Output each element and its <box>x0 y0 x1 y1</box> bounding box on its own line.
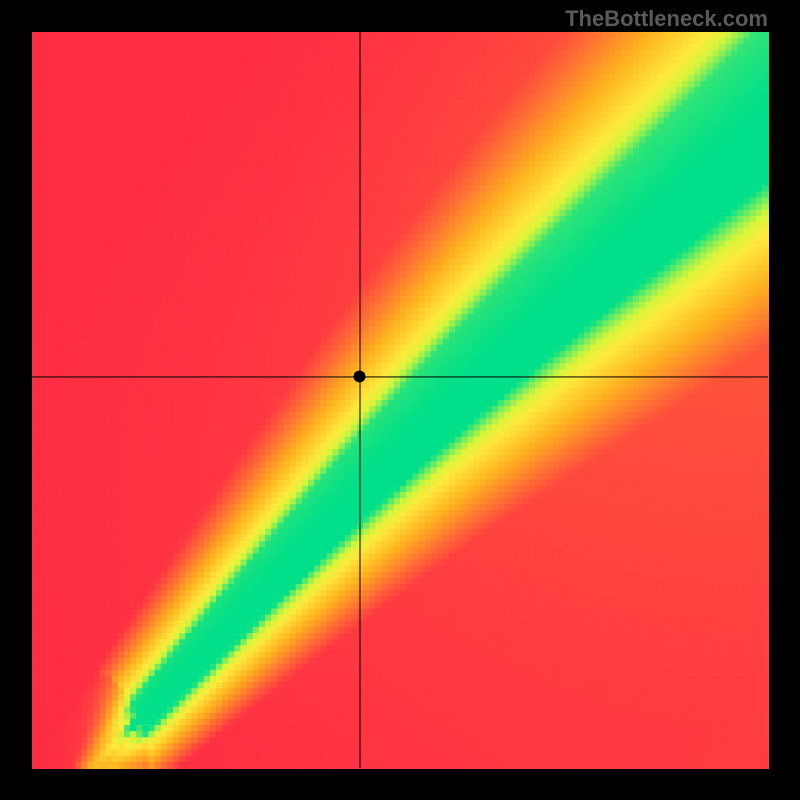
heatmap-canvas <box>0 0 800 800</box>
watermark-text: TheBottleneck.com <box>565 6 768 32</box>
